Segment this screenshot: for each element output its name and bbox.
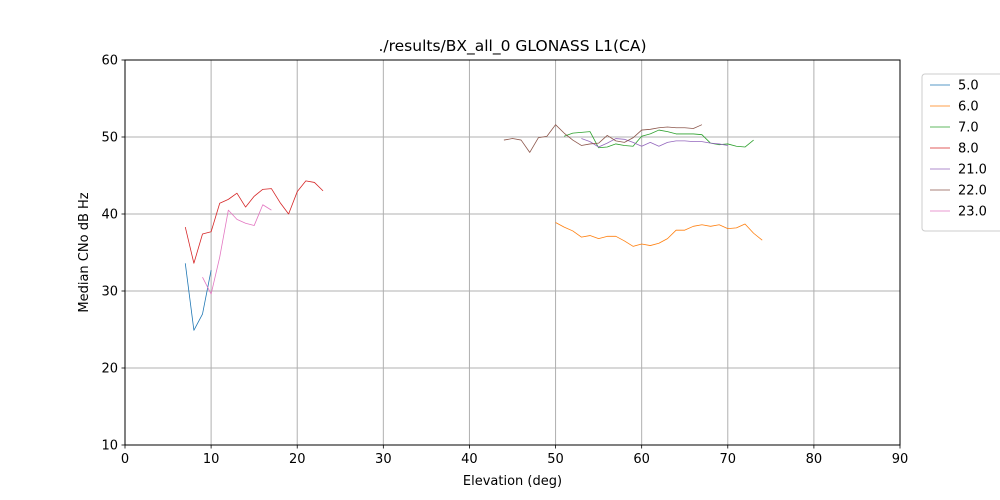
x-tick-label: 40 bbox=[461, 452, 478, 467]
legend-label: 5.0 bbox=[958, 79, 979, 94]
series-line-23-0 bbox=[202, 204, 272, 295]
x-tick-label: 0 bbox=[121, 452, 129, 467]
x-tick-label: 20 bbox=[289, 452, 306, 467]
y-tick-label: 50 bbox=[101, 131, 118, 146]
x-tick-label: 70 bbox=[720, 452, 737, 467]
series-layer bbox=[184, 124, 763, 331]
series-line-21-0 bbox=[581, 138, 728, 148]
legend: 5.0 6.0 7.0 8.0 21.0 22.0 23.0 bbox=[921, 73, 1000, 232]
y-tick-label: 20 bbox=[101, 362, 118, 377]
x-tick-label: 60 bbox=[633, 452, 650, 467]
legend-label: 8.0 bbox=[958, 142, 979, 157]
x-tick-label: 90 bbox=[892, 452, 909, 467]
chart-title: ./results/BX_all_0 GLONASS L1(CA) bbox=[378, 37, 646, 56]
plot-frame bbox=[124, 59, 901, 446]
legend-label: 6.0 bbox=[958, 100, 979, 115]
legend-label: 7.0 bbox=[958, 121, 979, 136]
plot-area bbox=[125, 60, 900, 445]
y-axis-title: Median CNo dB Hz bbox=[77, 192, 92, 312]
y-tick-label: 60 bbox=[101, 54, 118, 69]
x-axis-title: Elevation (deg) bbox=[463, 474, 562, 489]
legend-label: 23.0 bbox=[958, 205, 987, 220]
series-line-6-0 bbox=[555, 222, 763, 247]
x-tick-label: 30 bbox=[375, 452, 392, 467]
legend-label: 21.0 bbox=[958, 163, 987, 178]
series-line-22-0 bbox=[503, 124, 703, 153]
x-tick-label: 80 bbox=[806, 452, 823, 467]
x-tick-label: 10 bbox=[203, 452, 220, 467]
y-tick-label: 40 bbox=[101, 208, 118, 223]
legend-label: 22.0 bbox=[958, 184, 987, 199]
series-line-5-0 bbox=[184, 263, 212, 331]
y-tick-label: 10 bbox=[101, 439, 118, 454]
x-tick-label: 50 bbox=[547, 452, 564, 467]
series-line-8-0 bbox=[184, 180, 324, 264]
legend-box bbox=[921, 73, 1000, 232]
y-tick-label: 30 bbox=[101, 285, 118, 300]
